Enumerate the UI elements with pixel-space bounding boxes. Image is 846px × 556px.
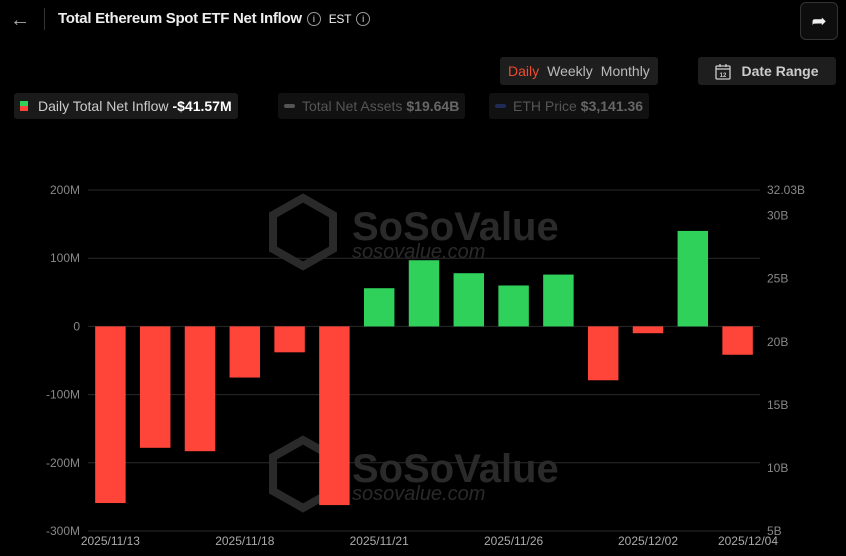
x-tick-label: 2025/11/21 [350,534,409,548]
bar [632,326,664,334]
bar [184,326,216,452]
date-range-button[interactable]: 12 Date Range [698,57,836,85]
info-icon[interactable]: i [306,12,321,27]
bar [498,285,529,327]
share-icon: ➦ [811,11,827,31]
title-text: Total Ethereum Spot ETF Net Inflow [58,10,302,27]
x-tick-label: 2025/12/02 [618,534,678,548]
bar [543,274,574,327]
legend-label: Total Net Assets [302,98,403,114]
page-title: Total Ethereum Spot ETF Net Inflow i EST i [58,10,371,27]
legend-value: $3,141.36 [580,98,644,114]
timezone-info-icon[interactable]: i [356,12,371,27]
bar [319,326,350,506]
bar [139,326,171,448]
bar [453,273,485,327]
bar [722,326,753,355]
legend-label: ETH Price [513,98,577,114]
legend-total-net-assets[interactable]: Total Net Assets $19.64B [278,93,466,119]
net-inflow-bar-chart: SoSoValuesosovalue.comSoSoValuesosovalue… [46,183,805,548]
legend-value: -$41.57M [172,98,232,114]
watermark-logo-icon [269,193,337,271]
back-button[interactable]: ← [10,8,34,32]
divider [44,8,45,30]
y-tick-label: 0 [73,319,80,333]
bar [95,326,126,504]
y-tick-label: -100M [46,388,80,402]
y-tick-label: 100M [50,251,80,265]
legend-swatch [495,104,506,108]
bar [229,326,261,378]
y2-tick-label: 30B [767,209,788,223]
y2-tick-label: 5B [767,524,782,538]
legend-eth-price[interactable]: ETH Price $3,141.36 [489,93,650,119]
x-tick-label: 2025/11/26 [484,534,543,548]
x-tick-label: 2025/12/04 [718,534,778,548]
calendar-icon: 12 [715,63,732,80]
legend-daily-net-inflow[interactable]: Daily Total Net Inflow -$41.57M [14,93,238,119]
svg-text:12: 12 [720,73,727,79]
y2-tick-label: 10B [767,461,788,475]
bar [587,326,619,381]
timezone-label: EST [328,12,352,26]
y2-tick-label: 20B [767,335,788,349]
legend-value: $19.64B [406,98,460,114]
bar [677,230,709,327]
date-range-label: Date Range [741,63,819,79]
watermark-site: sosovalue.com [352,483,485,505]
period-daily[interactable]: Daily [508,63,540,79]
watermark-site: sosovalue.com [352,241,485,263]
y-tick-label: -200M [46,456,80,470]
bar [363,288,395,327]
x-tick-label: 2025/11/18 [215,534,274,548]
legend-swatch [20,101,28,111]
legend-swatch [284,104,295,108]
bar [408,260,440,327]
share-button[interactable]: ➦ [800,2,838,40]
y-tick-label: 200M [50,183,80,197]
period-weekly[interactable]: Weekly [547,63,593,79]
x-tick-label: 2025/11/13 [81,534,140,548]
y2-tick-label: 32.03B [767,183,805,197]
y2-tick-label: 15B [767,398,788,412]
legend-label: Daily Total Net Inflow [38,98,169,114]
period-monthly[interactable]: Monthly [600,63,650,79]
bar [274,326,305,353]
y2-tick-label: 25B [767,272,788,286]
watermark-brand: SoSoValue [352,447,559,491]
watermark-brand: SoSoValue [352,205,559,249]
y-tick-label: -300M [46,524,80,538]
period-selector: Daily Weekly Monthly [500,57,658,85]
arrow-left-icon: ← [10,9,30,31]
